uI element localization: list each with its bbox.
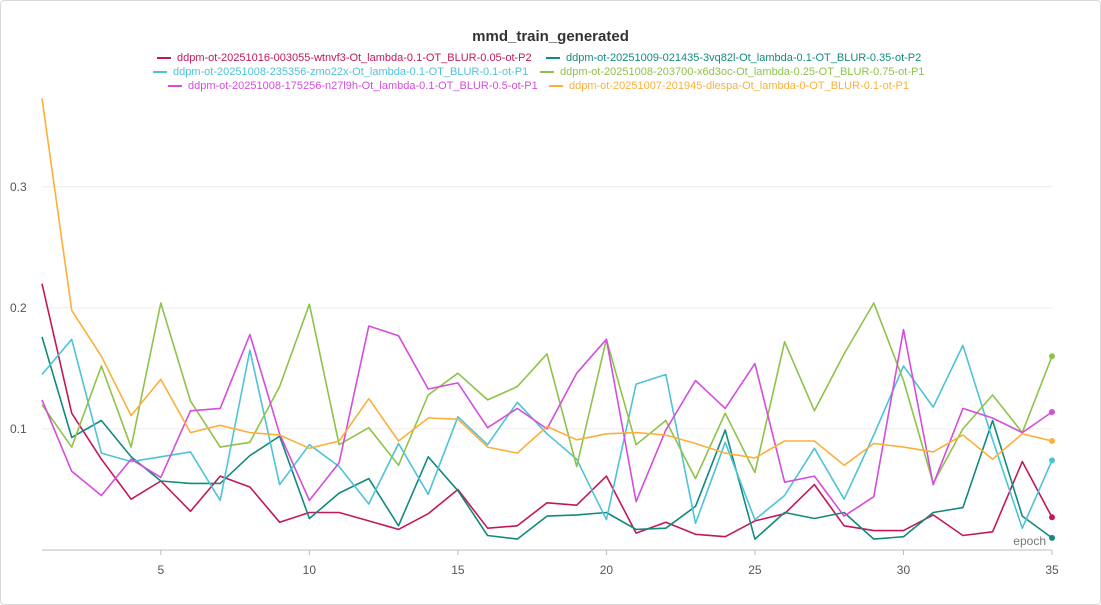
legend-swatch [546,57,560,59]
legend-item: ddpm-ot-20251008-203700-x6d3oc-Ot_lambda… [540,66,924,78]
series-end-point-5 [1049,408,1055,415]
series-line-5 [41,325,1053,517]
legend-label: ddpm-ot-20251016-003055-wtnvf3-Ot_lambda… [177,52,532,64]
legend-item: ddpm-ot-20251008-235356-zmo22x-Ot_lambda… [153,66,528,78]
legend-label: ddpm-ot-20251008-175256-n27l9h-Ot_lambda… [188,80,538,92]
series-line-3 [41,338,1053,530]
x-tick-label: 5 [157,563,164,577]
legend-swatch [168,85,182,87]
legend-label: ddpm-ot-20251009-021435-3vq82l-Ot_lambda… [566,52,922,64]
legend-label: ddpm-ot-20251007-201945-dlespa-Ot_lambda… [569,80,909,92]
legend-item: ddpm-ot-20251007-201945-dlespa-Ot_lambda… [549,80,909,92]
y-tick-label: 0.1 [10,422,27,436]
series-end-point-2 [1049,534,1055,541]
x-tick-label: 25 [748,563,762,577]
x-tick-label: 15 [451,563,465,577]
series-end-point-3 [1049,457,1055,464]
legend-item: ddpm-ot-20251009-021435-3vq82l-Ot_lambda… [546,52,921,64]
series-end-point-4 [1049,353,1055,360]
y-tick-label: 0.2 [10,301,27,315]
legend-swatch [540,71,554,73]
series-line-1 [41,283,1053,538]
legend-label: ddpm-ot-20251008-203700-x6d3oc-Ot_lambda… [560,66,925,78]
x-tick-label: 20 [600,563,614,577]
chart-title: mmd_train_generated [472,28,629,45]
legend-label: ddpm-ot-20251008-235356-zmo22x-Ot_lambda… [173,66,529,78]
legend-swatch [157,57,171,59]
x-tick-label: 30 [897,563,911,577]
legend-item: ddpm-ot-20251008-175256-n27l9h-Ot_lambda… [168,80,538,92]
x-tick-label: 35 [1045,563,1059,577]
legend-item: ddpm-ot-20251016-003055-wtnvf3-Ot_lambda… [157,52,532,64]
legend-swatch [549,85,563,87]
legend-swatch [153,71,167,73]
series-end-point-1 [1049,514,1055,521]
x-tick-label: 10 [303,563,317,577]
series-end-point-6 [1049,438,1055,445]
series-line-4 [41,302,1053,485]
y-tick-label: 0.3 [10,180,27,194]
x-axis-label: epoch [1013,534,1046,548]
series-line-6 [41,98,1053,467]
